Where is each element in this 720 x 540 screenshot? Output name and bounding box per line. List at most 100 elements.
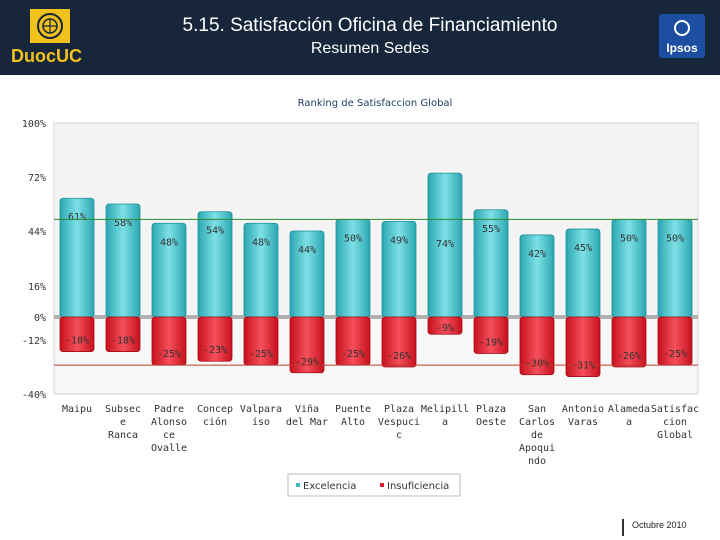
x-tick-label: Melipill [421,404,469,415]
header-banner: DuocUC 5.15. Satisfacción Oficina de Fin… [0,0,720,75]
x-tick-label: Viña [295,404,319,415]
data-label: 50% [620,233,638,244]
x-tick-label: Subsec [105,404,141,415]
y-tick-label: 100% [22,119,46,130]
plot-panel-positive [53,122,699,318]
bar-excelencia [289,230,325,318]
data-label: -23% [203,345,227,356]
y-tick-label: 72% [28,173,46,184]
x-tick-label: Vespuci [378,417,420,428]
data-label: -25% [249,349,273,360]
bar-insuficiencia [289,316,325,374]
data-label: -29% [295,357,319,368]
data-label: 44% [298,245,316,256]
x-tick-label: a [442,417,448,428]
x-tick-label: Padre [154,404,184,415]
x-tick-label: Antonio [562,404,604,415]
x-tick-label: Apoqui [519,443,555,454]
data-label: 61% [68,212,86,223]
x-tick-label: Varas [568,417,598,428]
x-tick-label: a [626,417,632,428]
x-tick-label: c [396,430,402,441]
page-title: 5.15. Satisfacción Oficina de Financiami… [182,15,558,36]
data-label: 48% [160,237,178,248]
legend: Excelencia Insuficiencia [287,473,461,497]
x-tick-label: e [120,417,126,428]
y-tick-label: 44% [28,227,46,238]
x-tick-label: Ranca [108,430,138,441]
x-tick-label: Plaza [476,404,506,415]
x-tick-label: Alonso [151,417,187,428]
page-subtitle: Resumen Sedes [310,40,430,57]
data-label: -18% [65,336,89,347]
x-tick-label: Oeste [476,417,506,428]
x-tick-label: Carlos [519,417,555,428]
y-tick-label: 0% [34,313,46,324]
zero-axis [54,315,698,319]
bar-insuficiencia [519,316,555,376]
bar-insuficiencia [197,316,233,362]
data-label: -25% [157,349,181,360]
y-tick-label: -12% [22,336,46,347]
x-tick-label: Concep [197,404,233,415]
x-tick-label: Satisfac [651,404,699,415]
data-label: -30% [525,359,549,370]
data-label: 55% [482,224,500,235]
data-label: 74% [436,239,454,250]
bar-excelencia [519,234,555,318]
x-tick-label: ción [203,416,227,428]
x-tick-label: íso [252,416,270,428]
chart-title: Ranking de Satisfaccion Global [298,98,453,109]
data-label: -25% [663,349,687,360]
x-tick-label: Alto [341,417,365,428]
footer-divider [622,519,624,536]
bar-insuficiencia [381,316,417,368]
legend-label: Insuficiencia [387,481,449,492]
data-label: 54% [206,226,224,237]
bar-insuficiencia [565,316,601,378]
data-label: -25% [341,349,365,360]
y-tick-label: 16% [28,282,46,293]
legend-swatch-excelencia [296,483,300,487]
data-label: 49% [390,235,408,246]
data-label: -9% [436,323,454,334]
x-tick-label: del Mar [286,417,328,428]
x-tick-label: Valpara [240,404,282,415]
data-label: -18% [111,336,135,347]
x-tick-label: de [531,430,543,441]
footer-date: Octubre 2010 [632,520,687,530]
x-tick-label: Maipu [62,404,92,415]
x-tick-label: cion [663,417,687,428]
data-label: 50% [666,233,684,244]
legend-label: Excelencia [303,481,356,492]
data-label: 50% [344,233,362,244]
data-label: 48% [252,237,270,248]
x-tick-label: Plaza [384,404,414,415]
legend-box [287,473,461,497]
duocuc-logo: DuocUC [11,9,82,65]
ipsos-logo-text: Ipsos [666,41,698,55]
bar-insuficiencia [611,316,647,368]
legend-swatch-insuficiencia [380,483,384,487]
data-label: 45% [574,243,592,254]
data-label: -26% [387,351,411,362]
data-label: -31% [571,361,595,372]
x-tick-label: ndo [528,456,546,467]
x-tick-label: Alameda [608,404,650,415]
y-tick-label: -40% [22,390,46,401]
data-label: 42% [528,249,546,260]
bar-insuficiencia [59,316,95,352]
bar-insuficiencia [473,316,509,354]
satisfaction-chart: Ranking de Satisfaccion Global 100% 72% 44%… [22,98,699,497]
bar-insuficiencia [105,316,141,352]
duocuc-logo-text: DuocUC [11,46,82,65]
x-tick-label: Ovalle [151,443,187,454]
plot-panel-negative [53,316,699,395]
x-tick-label: Global [657,430,693,441]
x-tick-label: San [528,404,546,415]
data-label: -19% [479,338,503,349]
data-label: -26% [617,351,641,362]
data-label: 58% [114,218,132,229]
x-tick-label: Puente [335,404,371,415]
bar-insuficiencia [427,316,463,335]
